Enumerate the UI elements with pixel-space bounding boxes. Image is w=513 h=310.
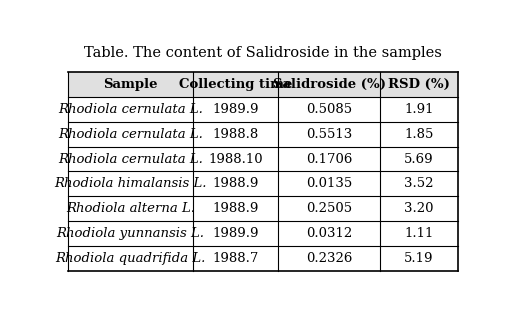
Text: Rhodiola cernulata L.: Rhodiola cernulata L. (58, 128, 203, 141)
Text: 0.1706: 0.1706 (306, 153, 352, 166)
Text: Rhodiola alterna L.: Rhodiola alterna L. (66, 202, 195, 215)
Text: Rhodiola himalansis L.: Rhodiola himalansis L. (54, 177, 207, 190)
Text: 0.2505: 0.2505 (306, 202, 352, 215)
Text: 1.11: 1.11 (404, 227, 433, 240)
Text: 1.85: 1.85 (404, 128, 433, 141)
Text: Rhodiola cernulata L.: Rhodiola cernulata L. (58, 153, 203, 166)
Text: 0.2326: 0.2326 (306, 252, 352, 265)
Text: 0.0312: 0.0312 (306, 227, 352, 240)
Text: 1989.9: 1989.9 (212, 103, 259, 116)
Text: 0.5513: 0.5513 (306, 128, 352, 141)
Text: Rhodiola quadrifida L.: Rhodiola quadrifida L. (55, 252, 206, 265)
Text: 1988.9: 1988.9 (212, 177, 259, 190)
Text: 1988.8: 1988.8 (212, 128, 259, 141)
Bar (68, 72, 458, 97)
Text: RSD (%): RSD (%) (388, 78, 450, 91)
Text: 0.5085: 0.5085 (306, 103, 352, 116)
Text: Salidroside (%): Salidroside (%) (272, 78, 386, 91)
Text: 0.0135: 0.0135 (306, 177, 352, 190)
Text: Rhodiola yunnansis L.: Rhodiola yunnansis L. (56, 227, 205, 240)
Text: 5.69: 5.69 (404, 153, 433, 166)
Text: Sample: Sample (103, 78, 157, 91)
Text: 3.20: 3.20 (404, 202, 433, 215)
Text: 1.91: 1.91 (404, 103, 433, 116)
Text: 1989.9: 1989.9 (212, 227, 259, 240)
Text: 1988.10: 1988.10 (208, 153, 263, 166)
Text: 1988.9: 1988.9 (212, 202, 259, 215)
Text: Collecting time: Collecting time (179, 78, 292, 91)
Text: Rhodiola cernulata L.: Rhodiola cernulata L. (58, 103, 203, 116)
Text: 1988.7: 1988.7 (212, 252, 259, 265)
Text: Table. The content of Salidroside in the samples: Table. The content of Salidroside in the… (84, 46, 442, 60)
Text: 5.19: 5.19 (404, 252, 433, 265)
Text: 3.52: 3.52 (404, 177, 433, 190)
